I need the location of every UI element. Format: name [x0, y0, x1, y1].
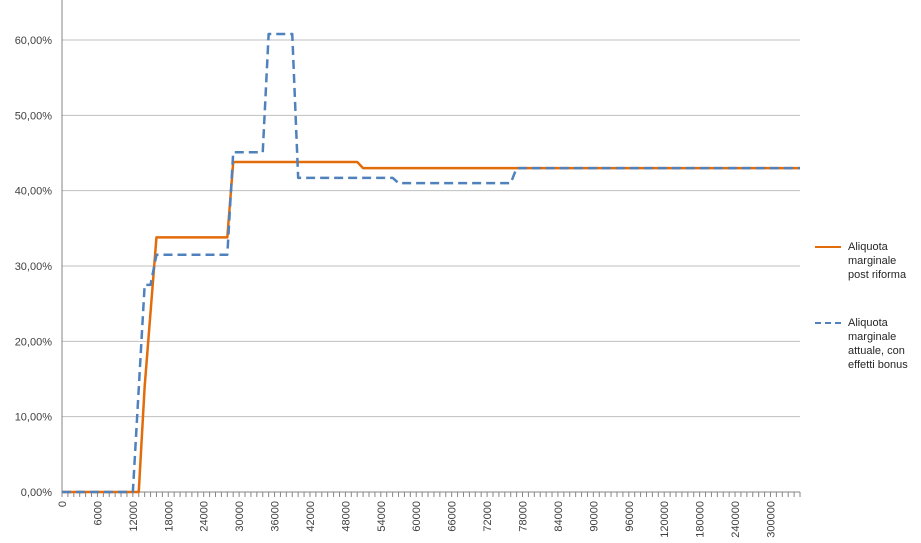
x-tick-label: 18000	[163, 501, 175, 532]
x-tick-label: 48000	[340, 501, 352, 532]
x-tick-label: 60000	[411, 501, 423, 532]
y-tick-label: 10,00%	[15, 412, 53, 424]
legend-swatch-solid	[815, 246, 841, 248]
x-tick-label: 24000	[199, 501, 211, 532]
legend-swatch-dashed	[815, 322, 841, 324]
y-tick-label: 40,00%	[15, 186, 53, 198]
series-lines	[62, 32, 800, 494]
x-tick-label: 72000	[482, 501, 494, 532]
legend: Aliquota marginale post riforma Aliquota…	[815, 240, 919, 372]
x-tick-label: 0	[57, 501, 69, 507]
y-axis-tick-labels: 0,00% 10,00% 20,00% 30,00% 40,00% 50,00% 60,00…	[15, 35, 53, 499]
x-tick-label: 30000	[234, 501, 246, 532]
x-tick-label: 90000	[588, 501, 600, 532]
series-line-attuale	[62, 32, 800, 494]
legend-entry-attuale: Aliquota marginale attuale, con effetti …	[815, 316, 919, 372]
series-line-post-riforma	[62, 160, 800, 494]
x-tick-label: 66000	[447, 501, 459, 532]
y-tick-label: 30,00%	[15, 261, 53, 273]
legend-entry-post-riforma: Aliquota marginale post riforma	[815, 240, 919, 282]
x-tick-label: 120000	[659, 501, 671, 538]
y-tick-label: 50,00%	[15, 110, 53, 122]
y-tick-label: 0,00%	[21, 487, 52, 499]
legend-label-post-riforma: Aliquota marginale post riforma	[848, 241, 907, 281]
x-tick-label: 36000	[270, 501, 282, 532]
x-tick-label: 54000	[376, 501, 388, 532]
x-tick-label: 240000	[730, 501, 742, 538]
x-axis: 0 6000 12000 18000 24000 30000 36000 42000 48000…	[57, 491, 801, 538]
gridlines	[61, 0, 800, 492]
x-tick-label: 180000	[695, 501, 707, 538]
x-tick-label: 84000	[553, 501, 565, 532]
legend-label-attuale: Aliquota marginale attuale, con effetti …	[848, 317, 908, 371]
x-tick-label: 42000	[305, 501, 317, 532]
x-tick-label: 12000	[128, 501, 140, 532]
y-tick-label: 60,00%	[15, 35, 53, 47]
x-tick-label: 6000	[92, 501, 104, 525]
x-tick-label: 78000	[518, 501, 530, 532]
y-tick-label: 20,00%	[15, 336, 53, 348]
x-tick-label: 300000	[765, 501, 777, 538]
x-tick-label: 96000	[624, 501, 636, 532]
